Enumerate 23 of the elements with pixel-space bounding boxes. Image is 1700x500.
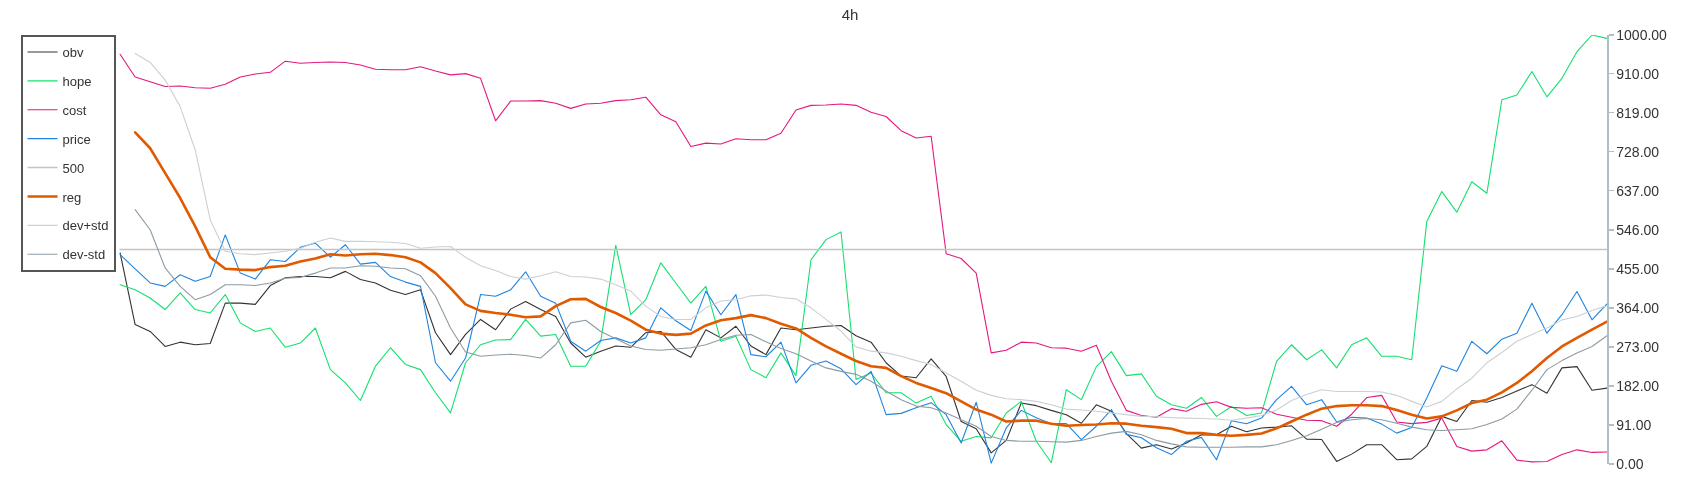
line-series [133, 131, 1607, 437]
y-tick-label: 364.00 [1616, 299, 1660, 316]
legend-label: hope [62, 73, 92, 89]
y-tick-label: 546.00 [1616, 221, 1660, 238]
line-series [134, 209, 1607, 448]
legend-label: 500 [62, 160, 85, 176]
legend-label: dev-std [62, 247, 106, 263]
y-tick-label: 1000.00 [1616, 26, 1668, 43]
legend-label: obv [62, 45, 84, 61]
legend-label: reg [62, 189, 82, 205]
y-tick-label: 91.00 [1616, 416, 1652, 433]
y-tick-label: 0.00 [1616, 455, 1644, 472]
y-tick-label: 273.00 [1616, 338, 1660, 355]
y-tick-label: 819.00 [1616, 104, 1660, 121]
legend-label: dev+std [62, 218, 109, 234]
chart-title: 4h [841, 6, 859, 24]
y-tick-label: 455.00 [1616, 260, 1660, 277]
y-tick-label: 182.00 [1616, 377, 1660, 394]
legend-label: price [62, 131, 91, 147]
y-tick-label: 637.00 [1616, 182, 1660, 199]
legend-label: cost [62, 102, 87, 118]
y-tick-label: 910.00 [1616, 65, 1660, 82]
y-tick-label: 728.00 [1616, 143, 1660, 160]
